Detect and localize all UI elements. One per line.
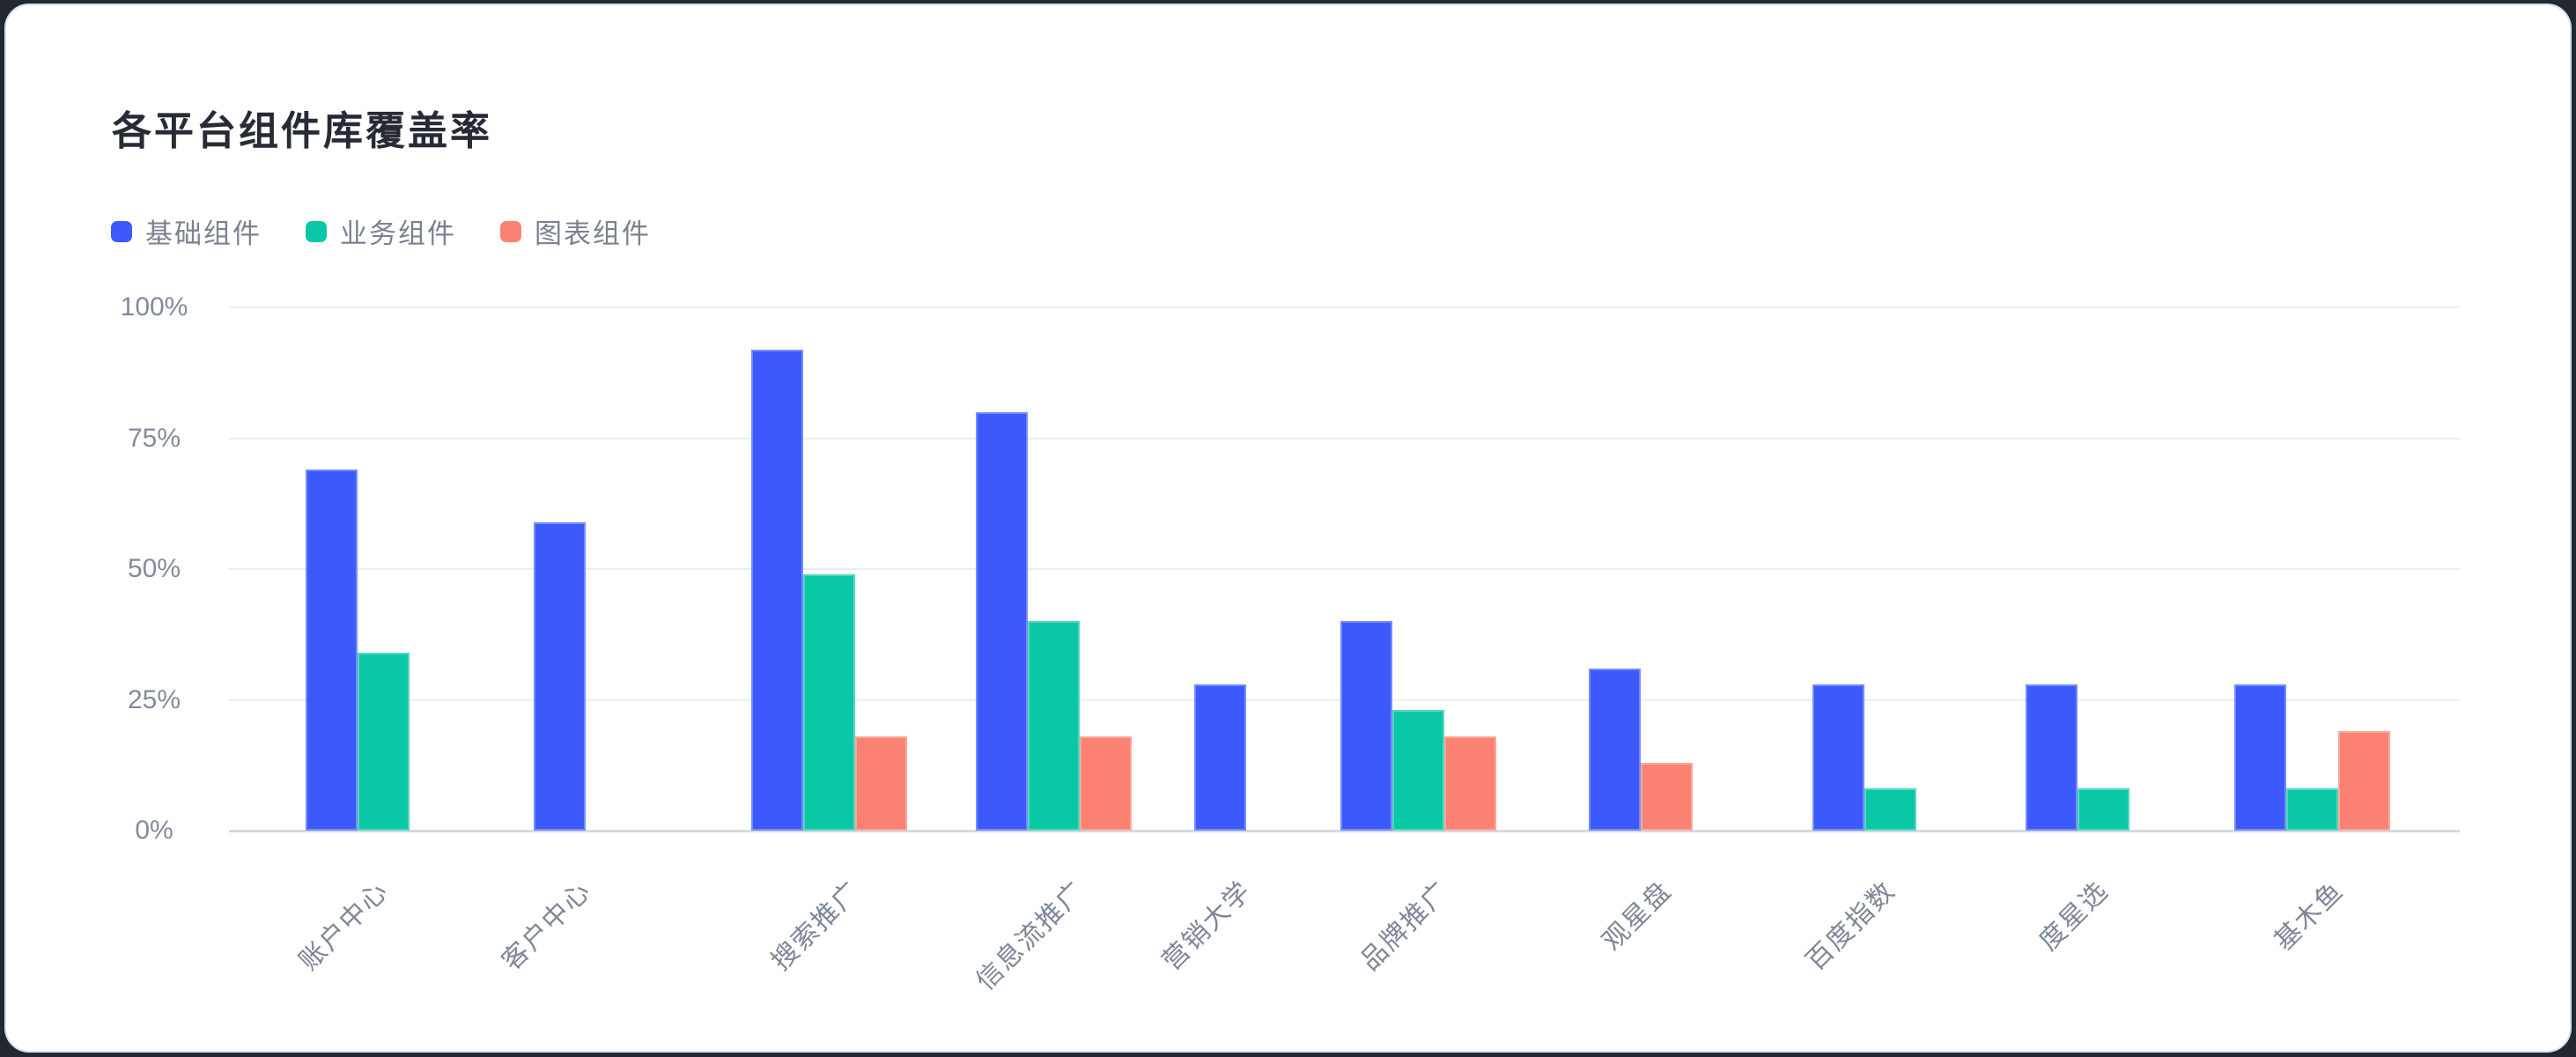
legend-label: 图表组件 xyxy=(535,218,651,249)
legend: 基础组件 业务组件 图表组件 xyxy=(111,211,651,251)
legend-item-3[interactable]: 图表组件 xyxy=(500,211,651,251)
x-axis-category-label: 搜索推广 xyxy=(765,876,867,977)
y-axis-tick-label: 25% xyxy=(127,684,181,714)
gridline-50 xyxy=(229,568,2460,570)
x-axis-category-label: 观星盘 xyxy=(1597,876,1678,957)
bar-series3-group6[interactable] xyxy=(1444,736,1496,831)
bar-series1-group5[interactable] xyxy=(1194,684,1246,831)
x-axis-category-label: 品牌推广 xyxy=(1354,876,1456,977)
bar-series1-group6[interactable] xyxy=(1340,621,1392,831)
gridline-75 xyxy=(229,437,2460,440)
bar-series2-group1[interactable] xyxy=(358,653,410,831)
legend-swatch-icon xyxy=(306,220,327,242)
bar-series3-group4[interactable] xyxy=(1080,736,1132,831)
legend-item-2[interactable]: 业务组件 xyxy=(306,211,456,251)
gridline-100 xyxy=(229,307,2460,308)
legend-label: 业务组件 xyxy=(340,218,456,249)
bar-series1-group3[interactable] xyxy=(751,350,803,831)
x-axis-category-label: 度星选 xyxy=(2033,876,2115,957)
x-axis-category-label: 营销大学 xyxy=(1156,876,1258,977)
bar-series3-group10[interactable] xyxy=(2338,731,2390,831)
bar-series1-group9[interactable] xyxy=(2026,684,2078,831)
bar-series1-group1[interactable] xyxy=(306,469,358,831)
bar-series2-group3[interactable] xyxy=(803,574,855,831)
x-axis-category-label: 账户中心 xyxy=(293,876,395,977)
y-axis-tick-label: 50% xyxy=(127,554,181,583)
bar-series3-group3[interactable] xyxy=(855,736,907,831)
y-axis-tick-label: 0% xyxy=(135,816,173,845)
bar-series2-group9[interactable] xyxy=(2078,788,2129,831)
y-axis-tick-label: 75% xyxy=(127,423,181,453)
x-axis-category-label: 信息流推广 xyxy=(970,876,1091,996)
bar-series1-group7[interactable] xyxy=(1589,669,1641,831)
legend-item-1[interactable]: 基础组件 xyxy=(111,211,262,251)
bar-series3-group7[interactable] xyxy=(1641,763,1693,831)
legend-label: 基础组件 xyxy=(145,218,262,249)
x-axis-category-label: 百度指数 xyxy=(1800,876,1901,977)
bar-series2-group10[interactable] xyxy=(2286,788,2338,831)
bar-series2-group8[interactable] xyxy=(1864,788,1916,831)
x-axis-line xyxy=(229,830,2460,832)
chart-title: 各平台组件库覆盖率 xyxy=(112,108,493,153)
x-axis-category-label: 基木鱼 xyxy=(2268,876,2350,957)
bar-series2-group6[interactable] xyxy=(1392,710,1444,831)
legend-swatch-icon xyxy=(500,220,521,242)
bar-series1-group4[interactable] xyxy=(976,412,1028,831)
chart-card xyxy=(4,4,2572,1053)
x-axis-category-label: 客户中心 xyxy=(496,876,597,977)
y-axis-tick-label: 100% xyxy=(120,292,188,322)
bar-series1-group8[interactable] xyxy=(1812,684,1864,831)
legend-swatch-icon xyxy=(111,220,132,242)
bar-series2-group4[interactable] xyxy=(1028,621,1080,831)
bar-series1-group10[interactable] xyxy=(2234,684,2286,831)
bar-series1-group2[interactable] xyxy=(534,522,586,831)
